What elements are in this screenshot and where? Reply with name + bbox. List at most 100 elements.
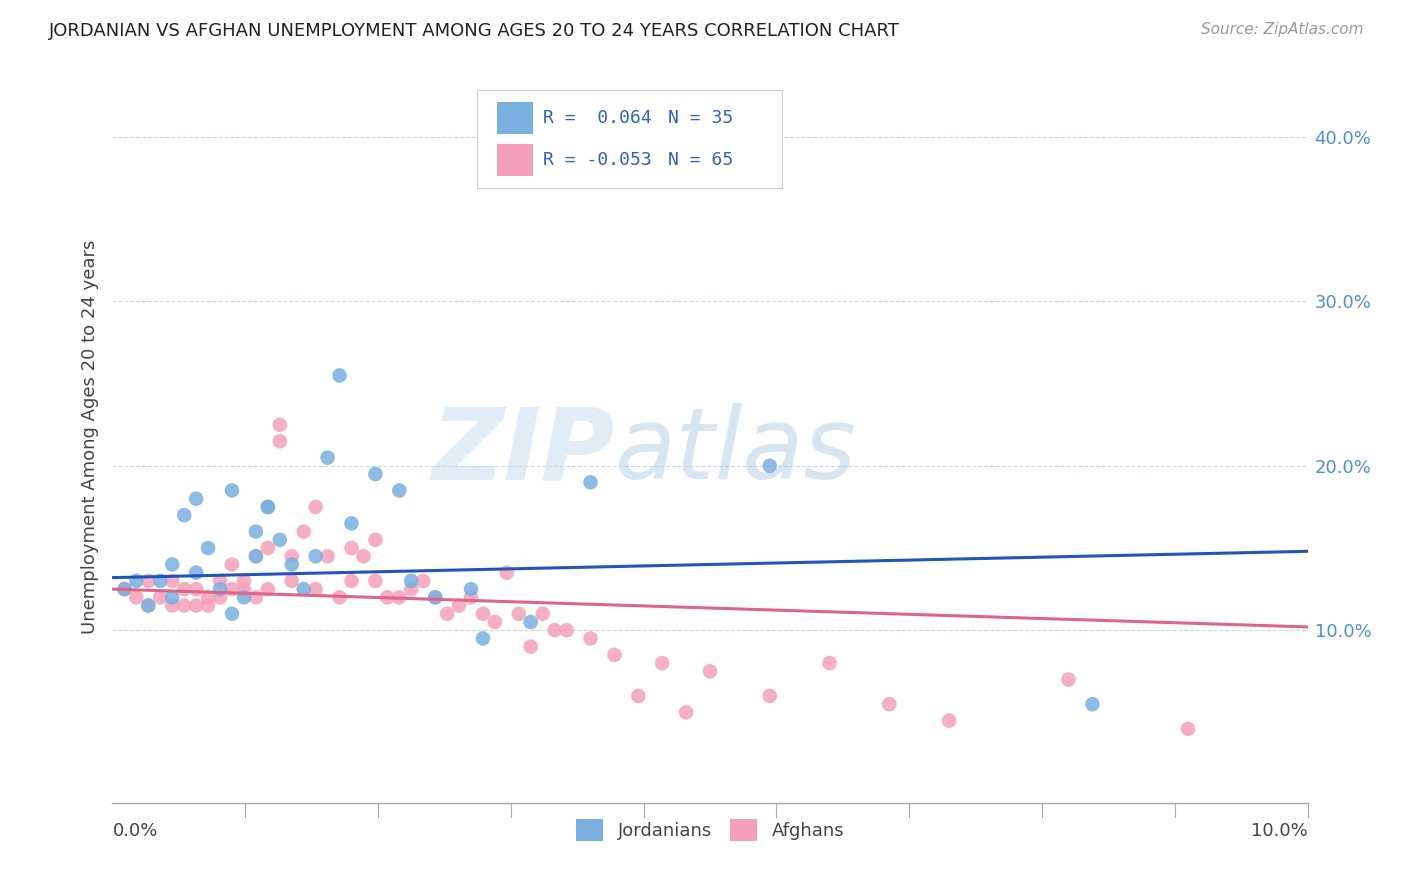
Point [245,549,267,564]
Point [699,665,721,679]
Point [305,582,328,596]
Point [555,624,578,638]
Point [257,582,280,596]
Point [531,607,554,621]
Point [197,591,219,605]
Point [281,558,304,572]
FancyBboxPatch shape [498,102,533,134]
Text: R =  0.064: R = 0.064 [543,109,651,127]
Point [149,574,172,588]
Point [520,640,543,654]
Point [209,591,232,605]
Point [257,500,280,514]
Text: 0.0%: 0.0% [112,822,157,839]
Point [233,582,256,596]
Point [114,582,135,596]
Point [197,599,219,613]
Point [449,599,471,613]
Point [651,656,673,670]
Point [388,483,411,498]
Text: ZIP: ZIP [432,403,614,500]
Point [436,607,458,621]
Point [162,574,183,588]
Point [1057,673,1080,687]
Point [759,689,782,703]
Text: N = 35: N = 35 [668,109,734,127]
Text: N = 65: N = 65 [668,151,734,169]
Point [292,582,315,596]
Point [186,566,208,580]
Point [209,582,232,596]
Point [305,549,328,564]
Point [329,368,352,383]
Point [316,450,339,465]
Point [401,574,423,588]
Point [412,574,434,588]
Point [269,417,291,432]
Point [245,549,267,564]
Point [292,524,315,539]
Point [460,591,482,605]
Point [818,656,841,670]
Point [340,574,363,588]
Point [173,582,195,596]
Point [879,697,901,711]
Point [138,599,160,613]
Point [221,607,243,621]
Point [197,541,219,555]
Point [125,574,148,588]
Point [233,591,256,605]
Point [221,558,243,572]
Point [579,475,602,490]
Point [316,549,339,564]
Point [162,558,183,572]
Point [173,599,195,613]
Point [257,541,280,555]
Point [233,574,256,588]
Text: R = -0.053: R = -0.053 [543,151,651,169]
Point [281,574,304,588]
Text: Source: ZipAtlas.com: Source: ZipAtlas.com [1201,22,1364,37]
Point [281,549,304,564]
Point [579,632,602,646]
Point [472,632,495,646]
Point [162,591,183,605]
Point [484,615,506,629]
Point [305,500,328,514]
Point [186,491,208,506]
Point [496,566,519,580]
Point [149,591,172,605]
Point [1177,722,1199,736]
Point [364,467,387,481]
Point [401,582,423,596]
Point [162,599,183,613]
FancyBboxPatch shape [498,144,533,176]
Point [759,458,782,473]
Point [269,434,291,449]
Point [938,714,960,728]
Point [245,524,267,539]
Point [364,533,387,547]
Point [353,549,375,564]
Point [329,591,352,605]
Y-axis label: Unemployment Among Ages 20 to 24 years: Unemployment Among Ages 20 to 24 years [80,240,98,634]
Text: 10.0%: 10.0% [1251,822,1308,839]
Point [269,533,291,547]
Point [425,591,447,605]
Point [425,591,447,605]
Point [340,541,363,555]
Point [1081,697,1104,711]
Point [520,615,543,629]
Point [114,582,135,596]
Point [675,706,697,720]
Point [388,591,411,605]
Point [209,574,232,588]
Point [377,591,399,605]
Point [186,582,208,596]
FancyBboxPatch shape [477,90,782,188]
Point [138,599,160,613]
Point [221,582,243,596]
Point [257,500,280,514]
Point [173,508,195,523]
Text: JORDANIAN VS AFGHAN UNEMPLOYMENT AMONG AGES 20 TO 24 YEARS CORRELATION CHART: JORDANIAN VS AFGHAN UNEMPLOYMENT AMONG A… [49,22,900,40]
